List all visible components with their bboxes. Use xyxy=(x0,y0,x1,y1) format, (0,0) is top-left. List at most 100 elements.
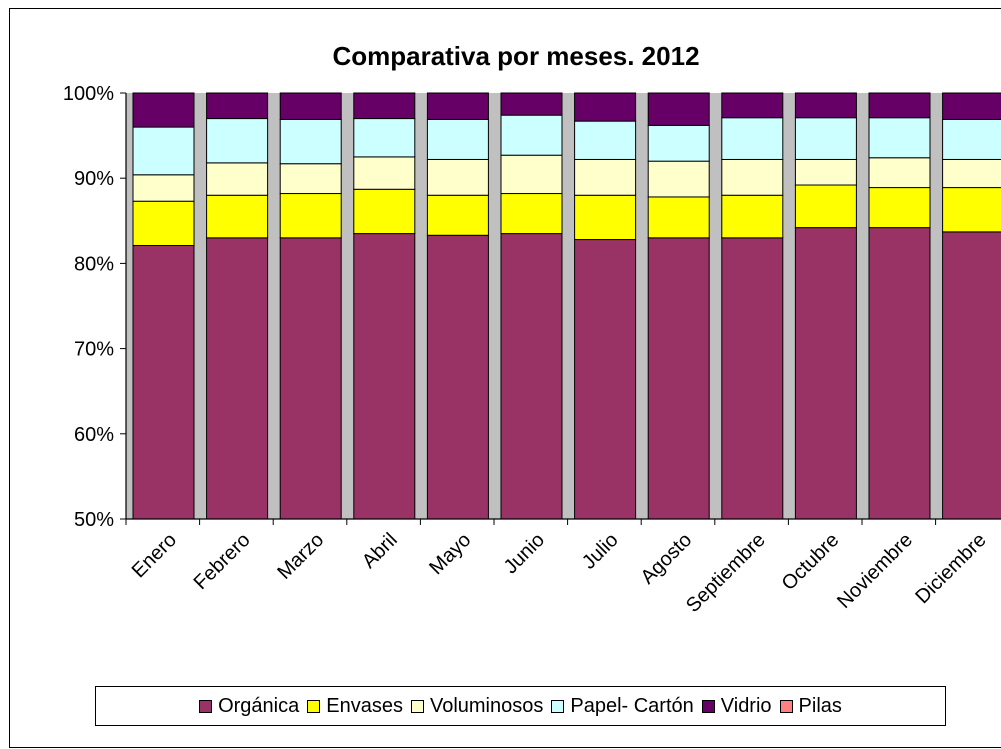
bar-1-agosto xyxy=(647,196,710,239)
y-tick-label: 90% xyxy=(74,168,114,190)
bar-0-mayo xyxy=(426,234,489,520)
legend-item: Orgánica xyxy=(199,695,299,718)
legend-swatch xyxy=(551,699,565,713)
legend-label: Pilas xyxy=(798,694,842,717)
bar-3-marzo xyxy=(279,118,342,165)
bar-4-octubre xyxy=(794,92,857,119)
bar-0-agosto xyxy=(647,237,710,520)
bar-3-agosto xyxy=(647,124,710,162)
bar-0-junio xyxy=(500,233,563,520)
bar-2-octubre xyxy=(794,158,857,186)
bar-2-noviembre xyxy=(868,157,931,189)
bar-4-enero xyxy=(132,92,195,128)
bar-1-julio xyxy=(574,194,637,241)
bar-3-julio xyxy=(574,120,637,160)
bar-0-enero xyxy=(132,245,195,520)
legend-label: Envases xyxy=(326,694,403,717)
legend-item: Papel- Cartón xyxy=(551,694,694,718)
bar-0-abril xyxy=(353,233,416,520)
y-tick-label: 60% xyxy=(74,424,114,446)
bar-3-octubre xyxy=(794,117,857,160)
bar-4-abril xyxy=(353,92,416,120)
bar-0-septiembre xyxy=(721,237,784,520)
legend: Orgánica Envases Voluminosos Papel- Cartón V… xyxy=(95,686,946,726)
legend-label: Voluminosos xyxy=(429,694,544,717)
x-tick-label: Abril xyxy=(358,529,402,573)
bar-1-diciembre xyxy=(942,187,1001,233)
bar-0-marzo xyxy=(279,237,342,520)
bar-4-julio xyxy=(574,92,637,122)
x-tick-label: Septiembre xyxy=(682,529,770,617)
y-tick-label: 100% xyxy=(63,83,114,105)
x-tick-label: Febrero xyxy=(190,529,255,594)
legend-item: Voluminosos xyxy=(410,694,544,718)
bar-1-septiembre xyxy=(721,194,784,239)
x-tick-label: Diciembre xyxy=(911,529,990,608)
legend-label: Orgánica xyxy=(218,694,300,717)
bar-0-febrero xyxy=(206,237,269,520)
bar-4-mayo xyxy=(426,92,489,120)
bar-0-octubre xyxy=(794,227,857,520)
bar-2-diciembre xyxy=(942,158,1001,189)
bar-0-julio xyxy=(574,239,637,520)
bar-3-enero xyxy=(132,126,195,176)
bar-1-abril xyxy=(353,188,416,235)
bar-4-noviembre xyxy=(868,92,931,119)
x-tick-label: Noviembre xyxy=(833,529,917,613)
legend-label: Papel- Cartón xyxy=(570,694,694,717)
x-tick-label: Enero xyxy=(128,529,181,582)
legend-swatch xyxy=(307,699,321,713)
bar-2-marzo xyxy=(279,163,342,195)
legend-swatch xyxy=(199,699,213,713)
bar-0-diciembre xyxy=(942,231,1001,520)
legend-swatch xyxy=(701,699,715,713)
bar-1-marzo xyxy=(279,193,342,239)
bar-3-junio xyxy=(500,114,563,156)
bar-4-septiembre xyxy=(721,92,784,119)
x-tick-label: Junio xyxy=(500,529,549,578)
bar-4-junio xyxy=(500,92,563,116)
bar-2-febrero xyxy=(206,162,269,196)
bar-3-diciembre xyxy=(942,118,1001,160)
bar-3-mayo xyxy=(426,118,489,160)
bar-1-octubre xyxy=(794,184,857,229)
bar-3-septiembre xyxy=(721,117,784,160)
legend-swatch xyxy=(779,699,793,713)
bar-2-abril xyxy=(353,156,416,190)
x-tick-label: Octubre xyxy=(778,529,844,595)
x-tick-label: Marzo xyxy=(273,529,328,584)
bar-2-mayo xyxy=(426,158,489,196)
bar-4-febrero xyxy=(206,92,269,120)
bar-1-mayo xyxy=(426,194,489,236)
x-tick-label: Mayo xyxy=(425,529,475,579)
x-tick-label: Agosto xyxy=(637,529,697,589)
bar-3-febrero xyxy=(206,118,269,164)
y-tick-label: 70% xyxy=(74,339,114,361)
bar-1-febrero xyxy=(206,194,269,239)
bar-2-junio xyxy=(500,154,563,195)
bar-1-enero xyxy=(132,200,195,247)
y-tick-label: 50% xyxy=(74,509,114,531)
y-tick-label: 80% xyxy=(74,253,114,275)
chart-frame: Comparativa por meses. 2012 50% 60% 70% 80% 9… xyxy=(9,8,1001,748)
bar-4-diciembre xyxy=(942,92,1001,120)
chart-title: Comparativa por meses. 2012 xyxy=(332,41,699,71)
chart-svg: Comparativa por meses. 2012 50% 60% 70% 80% 9… xyxy=(63,41,1001,617)
bar-0-noviembre xyxy=(868,227,931,520)
bar-2-septiembre xyxy=(721,158,784,196)
bar-3-noviembre xyxy=(868,117,931,159)
legend-item: Vidrio xyxy=(701,694,772,718)
legend-item: Envases xyxy=(307,695,403,718)
bar-4-agosto xyxy=(647,92,710,126)
bar-2-agosto xyxy=(647,160,710,198)
bar-3-abril xyxy=(353,118,416,158)
legend-label: Vidrio xyxy=(720,694,772,717)
bar-1-noviembre xyxy=(868,187,931,229)
bar-2-enero xyxy=(132,174,195,202)
bar-4-marzo xyxy=(279,92,342,120)
bar-1-junio xyxy=(500,193,563,235)
legend-swatch xyxy=(410,699,424,713)
legend-item: Pilas xyxy=(779,694,842,718)
bar-2-julio xyxy=(574,158,637,196)
x-tick-label: Julio xyxy=(578,529,623,574)
